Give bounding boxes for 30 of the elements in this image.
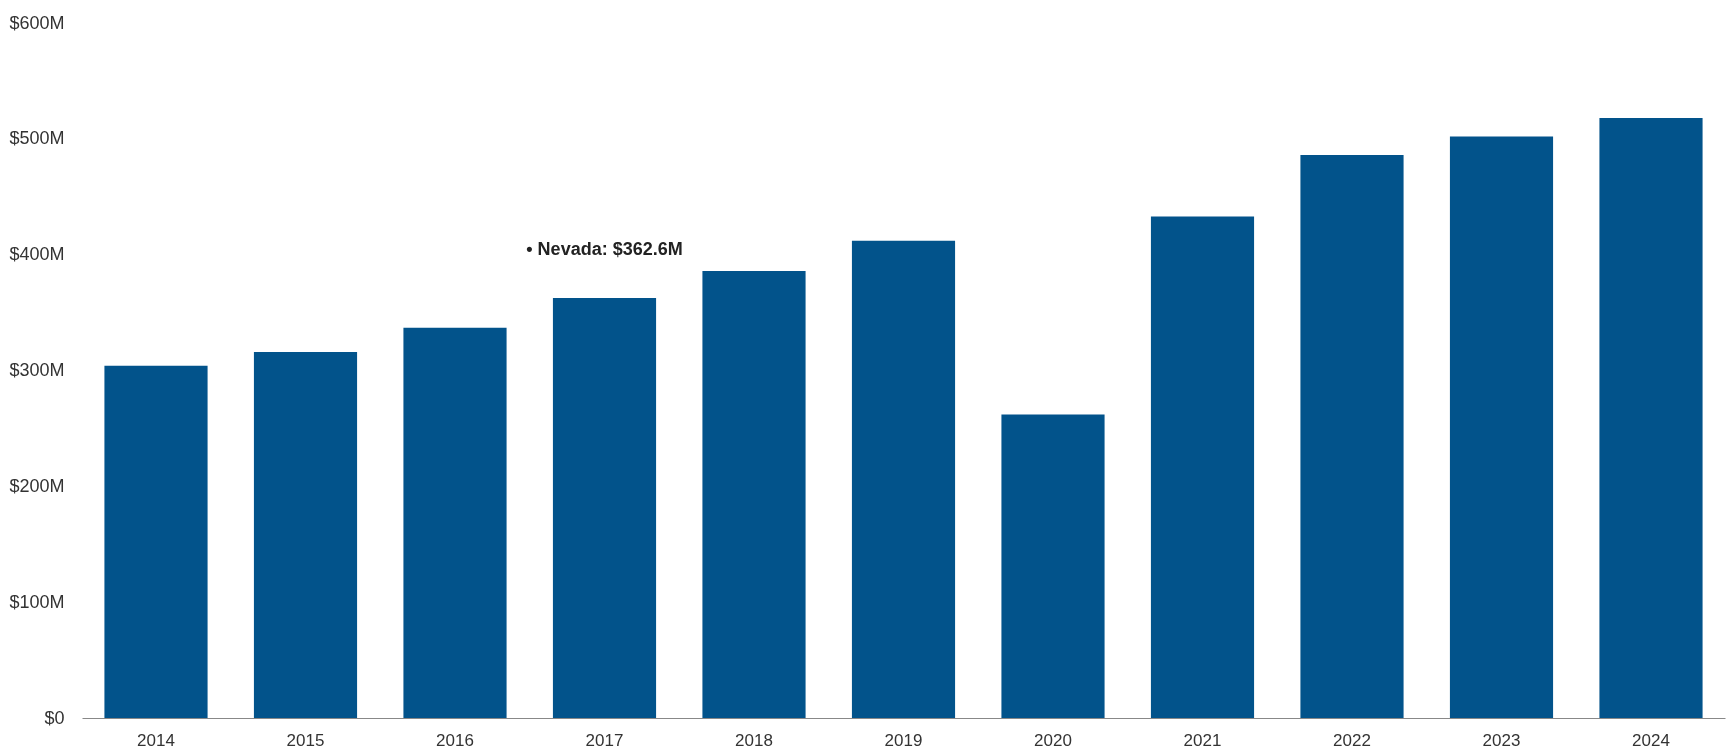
x-tick-label: 2023 — [1482, 730, 1521, 750]
bar — [1150, 216, 1255, 718]
bar — [552, 297, 657, 718]
x-tick-label: 2024 — [1632, 730, 1670, 750]
y-tick-label: $400M — [9, 244, 65, 265]
bar — [104, 365, 208, 718]
x-tick-label: 2014 — [137, 730, 175, 750]
annotation: • Nevada: $362.6M — [526, 238, 683, 259]
y-tick-label: $200M — [9, 475, 65, 496]
y-tick-label: $600M — [9, 12, 65, 33]
bar — [1001, 414, 1105, 718]
x-tick-label: 2017 — [585, 730, 624, 750]
bar — [1599, 117, 1703, 718]
bar — [403, 327, 507, 718]
y-tick-label: $300M — [9, 360, 65, 380]
x-tick-label: 2015 — [286, 730, 325, 750]
bar — [851, 240, 956, 718]
x-tick-label: 2021 — [1183, 730, 1222, 750]
x-tick-label: 2022 — [1333, 730, 1371, 750]
x-tick-label: 2018 — [735, 730, 773, 750]
bar — [1449, 136, 1554, 718]
y-tick-label: $100M — [9, 591, 65, 612]
x-tick-label: 2019 — [884, 730, 923, 750]
y-tick-label: $500M — [9, 128, 65, 149]
y-tick-label: $0 — [44, 707, 65, 728]
bar — [253, 351, 358, 718]
x-tick-label: 2016 — [436, 730, 474, 750]
x-tick-label: 2020 — [1034, 730, 1072, 750]
bar — [1300, 155, 1404, 718]
bar — [702, 270, 806, 718]
